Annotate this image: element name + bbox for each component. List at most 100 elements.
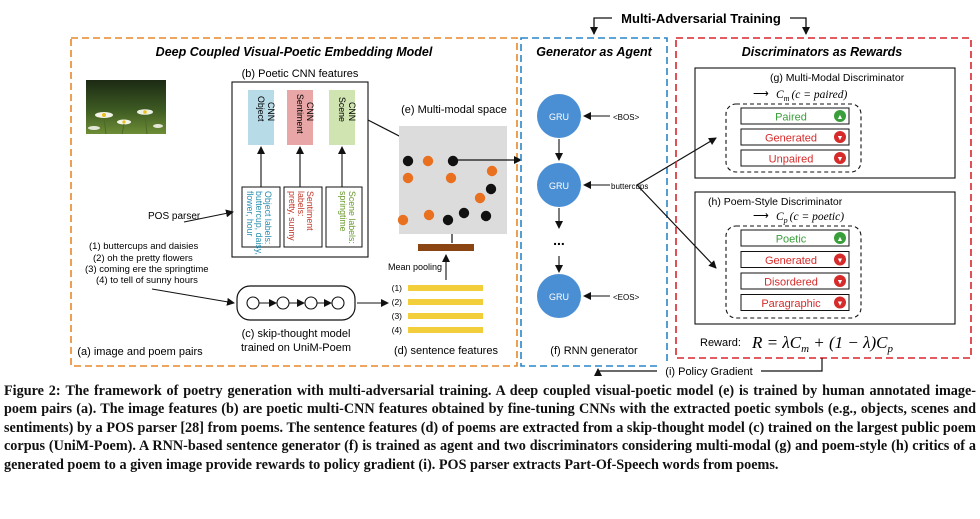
embedding-point: [458, 207, 470, 219]
skip-caption-2: trained on UniM-Poem: [241, 342, 351, 354]
gru-cell: GRU: [537, 94, 581, 138]
judgement-label: Poetic: [776, 234, 807, 246]
object-labels: buttercup, daisy,: [254, 191, 264, 255]
caption-lead: Figure 2:: [4, 383, 61, 399]
poem-line: (3) coming ere the springtime: [85, 264, 209, 275]
poem-line: (4) to tell of sunny hours: [96, 275, 198, 286]
word-token: buttercups: [611, 182, 648, 191]
ps-title: (h) Poem-Style Discriminator: [708, 196, 843, 208]
svg-text:▼: ▼: [837, 279, 844, 286]
judgement-label: Unpaired: [769, 154, 814, 166]
judgement-label: Generated: [765, 255, 817, 267]
thumb-down-icon: ▼: [834, 152, 846, 164]
object-cnn-label: Object: [256, 96, 266, 122]
judgement-item: Disordered ▼: [740, 272, 850, 290]
judgement-label: Paired: [775, 112, 807, 124]
svg-text:▼: ▼: [837, 258, 844, 265]
svg-text:▼: ▼: [837, 135, 844, 142]
to-ps-discriminator-arrow: [636, 184, 717, 269]
judgement-item: Paragraphic ▼: [740, 294, 850, 311]
embedding-point: [402, 172, 414, 184]
embedding-point: [486, 165, 498, 177]
scene-labels: Scene labels:: [347, 191, 357, 244]
sentiment-labels: Sentiment: [305, 191, 315, 231]
poem-line: (2) oh the pretty flowers: [93, 253, 193, 264]
embedding-point: [402, 155, 414, 167]
embedding-point: [442, 214, 454, 226]
svg-text:GRU: GRU: [549, 292, 569, 302]
feature-label: (1): [392, 283, 403, 293]
judgement-label: Paragraphic: [761, 298, 821, 310]
input-image: [86, 80, 166, 135]
eos-token: <EOS>: [613, 293, 640, 302]
reward-formula: R = λCm + (1 − λ)Cp: [751, 333, 893, 355]
thumb-down-icon: ▼: [834, 131, 846, 143]
ps-formula: Cp (c = poetic): [776, 211, 844, 225]
embedding-panel: [70, 37, 518, 367]
svg-text:▼: ▼: [837, 156, 844, 163]
thumb-down-icon: ▼: [834, 275, 846, 287]
discriminator-title: Discriminators as Rewards: [742, 45, 903, 59]
embedding-points: [397, 155, 498, 226]
embedding-point: [485, 183, 497, 195]
object-labels: Object labels:: [263, 191, 273, 244]
object-cnn: Object CNN Object labels: buttercup, dai…: [241, 90, 281, 255]
policy-gradient-feedback: (i) Policy Gradient: [594, 358, 823, 378]
ps-discriminator-box: [694, 191, 956, 325]
feature-label: (4): [392, 325, 403, 335]
generator-caption: (f) RNN generator: [550, 345, 638, 357]
thumb-down-icon: ▼: [834, 296, 846, 309]
mm-arrow-glyph: ⟶: [753, 88, 769, 100]
judgement-item: Poetic ▲: [740, 229, 850, 247]
cnn-features-box: [231, 81, 369, 258]
mm-formula: Cm (c = paired): [776, 89, 847, 103]
sentiment-cnn-label: CNN: [305, 102, 315, 121]
judgement-item: Generated ▼: [740, 251, 850, 268]
embedding-point: [445, 172, 457, 184]
object-labels: flower, hour: [245, 191, 255, 237]
object-cnn-label: CNN: [266, 102, 276, 121]
multi-adversarial-bracket: Multi-Adversarial Training: [590, 11, 810, 35]
scene-cnn-label: Scene: [337, 97, 347, 122]
feature-label: (3): [392, 311, 403, 321]
embedding-point: [397, 214, 409, 226]
thumb-up-icon: ▲: [834, 110, 846, 122]
cnn-title: (b) Poetic CNN features: [242, 68, 359, 80]
svg-text:▼: ▼: [837, 301, 844, 308]
figure-caption: Figure 2: The framework of poetry genera…: [4, 382, 976, 474]
sentence-caption: (d) sentence features: [394, 345, 498, 357]
poem-to-skip-arrow: [151, 288, 235, 306]
image-caption: (a) image and poem pairs: [77, 346, 203, 358]
multi-adversarial-label: Multi-Adversarial Training: [621, 11, 781, 26]
ellipsis: ...: [553, 232, 565, 248]
policy-gradient-label: (i) Policy Gradient: [665, 366, 752, 378]
embedding-point: [480, 210, 492, 222]
embedding-point: [423, 209, 435, 221]
pos-parser-arrow: [183, 209, 234, 223]
thumb-up-icon: ▲: [834, 232, 846, 244]
discriminator-panel: [675, 37, 972, 359]
judgement-label: Disordered: [764, 277, 818, 289]
sentence-features: (1) (2) (3) (4): [392, 283, 483, 335]
judgement-item: Unpaired ▼: [740, 149, 850, 167]
embedding-point: [474, 192, 486, 204]
svg-text:▲: ▲: [837, 114, 844, 121]
mean-pooling-label: Mean pooling: [388, 262, 442, 272]
feature-label: (2): [392, 297, 403, 307]
scene-labels: springtime: [338, 191, 348, 232]
reward-label: Reward:: [700, 337, 741, 349]
scene-cnn: Scene CNN Scene labels: springtime: [325, 90, 363, 248]
judgement-item: Paired ▲: [740, 107, 850, 125]
mm-judgements: Paired ▲ Generated ▼ Unpaired ▼: [740, 107, 850, 167]
svg-text:▲: ▲: [837, 236, 844, 243]
scene-cnn-label: CNN: [347, 102, 357, 121]
framework-diagram: Multi-Adversarial Training Deep Coupled …: [70, 11, 972, 378]
bos-token: <BOS>: [613, 113, 640, 122]
ps-arrow-glyph: ⟶: [753, 210, 769, 222]
judgement-item: Generated ▼: [740, 128, 850, 146]
sentiment-labels: labels:: [296, 191, 306, 216]
pooling-bar: [418, 244, 474, 251]
gru-cell: GRU: [537, 163, 581, 207]
caption-text: The framework of poetry generation with …: [4, 383, 977, 473]
